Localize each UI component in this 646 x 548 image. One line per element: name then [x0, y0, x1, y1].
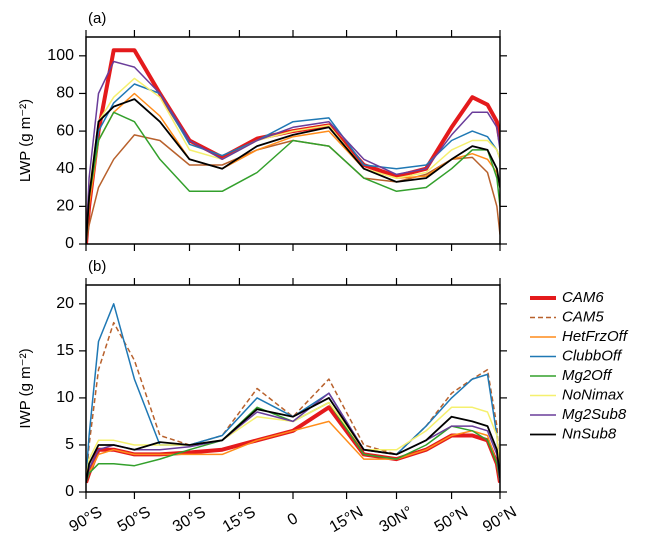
- y-tick-label: 20: [56, 295, 74, 312]
- legend-label: CAM5: [562, 308, 604, 325]
- x-tick-label: 90°N: [480, 503, 519, 536]
- x-tick-label: 90°S: [67, 504, 106, 536]
- legend-label: ClubbOff: [562, 347, 623, 364]
- series-line: [86, 397, 500, 483]
- x-tick-label: 50°S: [115, 504, 154, 536]
- y-tick-label: 20: [56, 198, 74, 215]
- x-tick-label: 30N°: [377, 503, 416, 536]
- x-tick-label: 30°S: [170, 504, 209, 536]
- plot-frame: [85, 284, 501, 493]
- legend-label: NnSub8: [562, 425, 617, 442]
- legend-label: Mg2Sub8: [562, 406, 627, 423]
- y-axis-label: LWP (g m⁻²): [17, 99, 34, 182]
- series-line: [86, 98, 500, 244]
- series-line: [86, 48, 500, 244]
- y-tick-label: 60: [56, 122, 74, 139]
- legend-label: Mg2Off: [562, 367, 613, 384]
- y-tick-label: 5: [65, 436, 74, 453]
- series-line: [86, 392, 500, 483]
- legend-label: HetFrzOff: [562, 328, 629, 345]
- y-tick-label: 10: [56, 389, 74, 406]
- panel-label: (b): [88, 258, 106, 275]
- series-line: [86, 321, 500, 483]
- x-tick-label: 50°N: [432, 503, 471, 536]
- y-tick-label: 0: [65, 483, 74, 500]
- series-line: [86, 83, 500, 244]
- x-tick-label: 15°S: [220, 504, 259, 536]
- y-tick-label: 80: [56, 85, 74, 102]
- panel-label: (a): [88, 10, 106, 27]
- plot-lines: [86, 303, 500, 484]
- series-line: [86, 111, 500, 244]
- legend-label: NoNimax: [562, 386, 624, 403]
- y-tick-label: 15: [56, 342, 74, 359]
- y-tick-label: 0: [65, 235, 74, 252]
- series-line: [86, 60, 500, 244]
- series-line: [86, 77, 500, 244]
- series-line: [86, 303, 500, 478]
- plot-lines: [86, 48, 500, 244]
- x-tick-label: 15°N: [327, 503, 366, 536]
- x-tick-label: 0: [285, 510, 301, 529]
- legend-label: CAM6: [562, 289, 604, 306]
- y-tick-label: 40: [56, 160, 74, 177]
- y-tick-label: 100: [47, 47, 74, 64]
- y-axis-label: IWP (g m⁻²): [17, 348, 34, 428]
